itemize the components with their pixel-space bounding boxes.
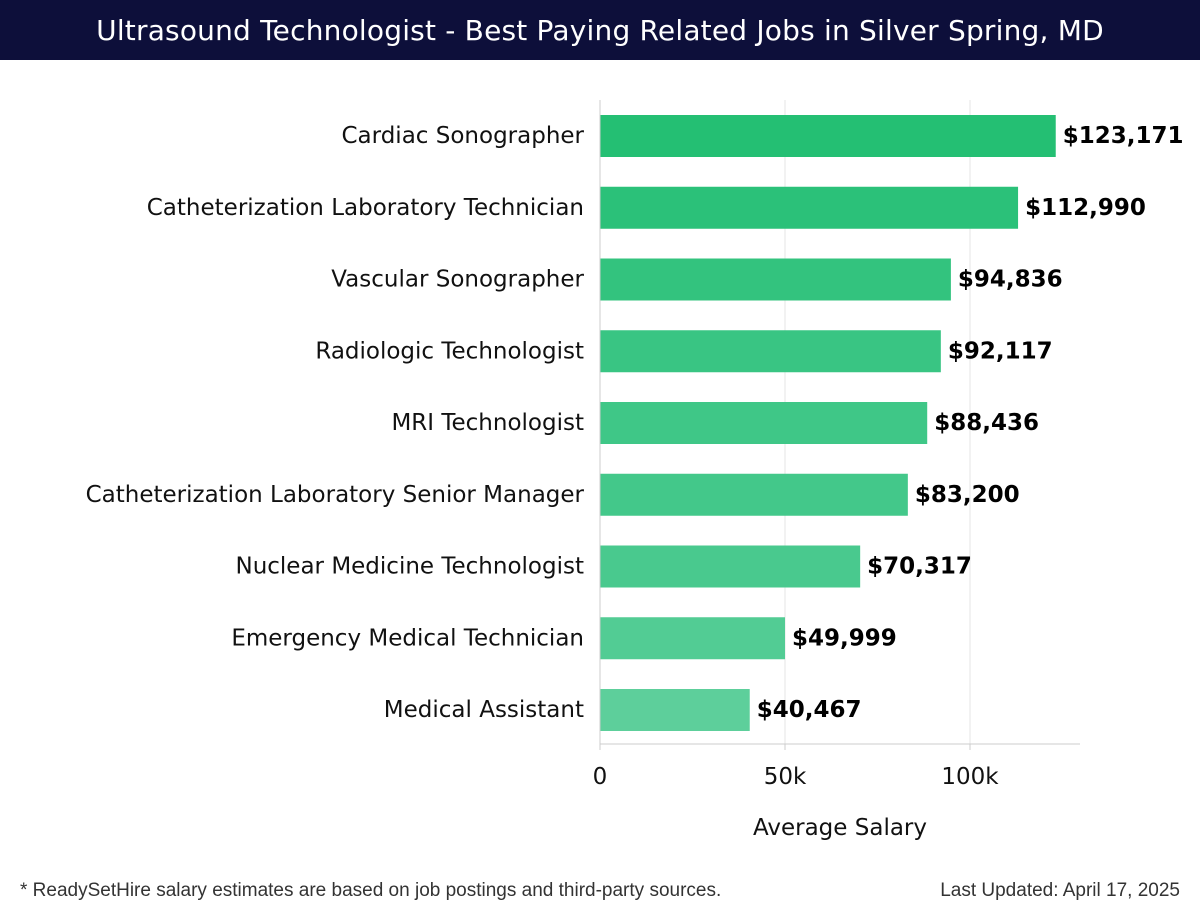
bar-8 <box>600 689 750 731</box>
category-label-0: Cardiac Sonographer <box>342 123 585 149</box>
footer-note: * ReadySetHire salary estimates are base… <box>20 880 722 901</box>
bar-3 <box>600 330 941 373</box>
value-label-6: $70,317 <box>867 554 972 580</box>
value-label-2: $94,836 <box>958 267 1063 293</box>
value-label-5: $83,200 <box>915 482 1020 508</box>
bars <box>600 115 1056 731</box>
labels: Cardiac Sonographer $123,171 Catheterizati… <box>86 123 1184 723</box>
category-label-2: Vascular Sonographer <box>331 267 584 293</box>
bar-0 <box>600 115 1056 157</box>
value-label-8: $40,467 <box>757 697 862 723</box>
bar-2 <box>600 258 951 301</box>
x-axis-title: Average Salary <box>753 815 927 841</box>
bar-chart: Cardiac Sonographer $123,171 Catheterizati… <box>86 100 1184 841</box>
category-label-3: Radiologic Technologist <box>315 338 584 364</box>
value-label-3: $92,117 <box>948 338 1053 364</box>
x-axis: 0 50k 100k Average Salary <box>593 100 1080 841</box>
category-label-1: Catheterization Laboratory Technician <box>147 195 584 221</box>
category-label-7: Emergency Medical Technician <box>231 625 584 651</box>
bar-5 <box>600 473 908 516</box>
category-label-8: Medical Assistant <box>384 697 584 723</box>
x-tick-label-2: 100k <box>941 764 999 790</box>
bar-7 <box>600 617 785 660</box>
chart-title: Ultrasound Technologist - Best Paying Re… <box>0 0 1200 60</box>
x-tick-label-1: 50k <box>764 764 807 790</box>
bar-6 <box>600 545 861 588</box>
value-label-1: $112,990 <box>1025 195 1146 221</box>
bar-4 <box>600 402 928 444</box>
bar-1 <box>600 186 1019 229</box>
value-label-0: $123,171 <box>1063 123 1184 149</box>
value-label-7: $49,999 <box>792 625 897 651</box>
category-label-5: Catheterization Laboratory Senior Manage… <box>86 482 585 508</box>
category-label-4: MRI Technologist <box>391 410 584 436</box>
value-label-4: $88,436 <box>934 410 1039 436</box>
x-tick-label-0: 0 <box>593 764 608 790</box>
category-label-6: Nuclear Medicine Technologist <box>235 554 584 580</box>
last-updated: Last Updated: April 17, 2025 <box>940 880 1180 901</box>
